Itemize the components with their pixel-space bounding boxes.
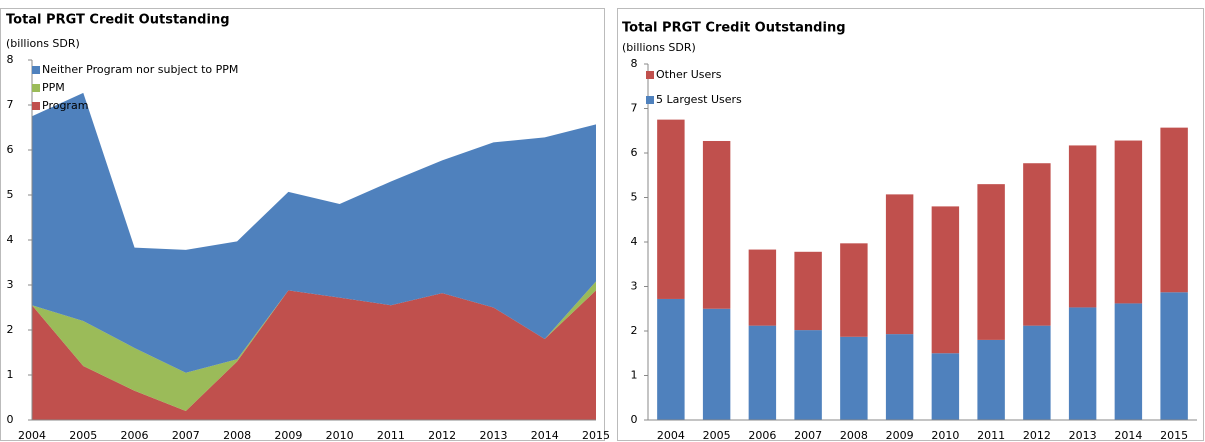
x-tick-label: 2011 bbox=[377, 429, 405, 442]
bar bbox=[1068, 307, 1097, 420]
x-tick-label: 2005 bbox=[703, 429, 731, 442]
bar bbox=[885, 194, 914, 335]
legend-swatch bbox=[646, 71, 654, 79]
bar bbox=[931, 206, 960, 354]
chart-subtitle: (billions SDR) bbox=[622, 41, 696, 54]
legend-swatch bbox=[32, 102, 40, 110]
y-tick-label: 6 bbox=[631, 146, 638, 159]
bar bbox=[702, 140, 731, 309]
bar bbox=[657, 119, 685, 299]
y-tick-label: 5 bbox=[631, 191, 638, 204]
legend-swatch bbox=[646, 96, 654, 104]
bar bbox=[977, 339, 1005, 420]
x-tick-label: 2009 bbox=[274, 429, 302, 442]
y-tick-label: 7 bbox=[7, 98, 14, 111]
legend-label: Neither Program nor subject to PPM bbox=[42, 63, 238, 76]
x-tick-label: 2013 bbox=[1069, 429, 1097, 442]
bar bbox=[840, 243, 868, 337]
y-tick-label: 2 bbox=[7, 323, 14, 336]
x-tick-label: 2007 bbox=[172, 429, 200, 442]
chart-subtitle: (billions SDR) bbox=[6, 37, 80, 50]
area bbox=[32, 281, 596, 411]
area bbox=[32, 290, 596, 420]
y-tick-label: 3 bbox=[7, 278, 14, 291]
y-tick-label: 6 bbox=[7, 143, 14, 156]
bar bbox=[1160, 292, 1188, 420]
y-tick-label: 0 bbox=[7, 413, 14, 426]
x-tick-label: 2005 bbox=[69, 429, 97, 442]
bar bbox=[931, 353, 960, 420]
y-tick-label: 4 bbox=[7, 233, 14, 246]
bar bbox=[977, 184, 1005, 340]
legend-label: 5 Largest Users bbox=[656, 93, 742, 106]
x-tick-label: 2008 bbox=[840, 429, 868, 442]
x-tick-label: 2012 bbox=[1023, 429, 1051, 442]
x-tick-label: 2008 bbox=[223, 429, 251, 442]
legend-label: PPM bbox=[42, 81, 65, 94]
x-tick-label: 2010 bbox=[326, 429, 354, 442]
bar bbox=[840, 336, 868, 420]
y-tick-label: 0 bbox=[631, 413, 638, 426]
x-tick-label: 2006 bbox=[121, 429, 149, 442]
x-tick-label: 2004 bbox=[18, 429, 46, 442]
y-tick-label: 2 bbox=[631, 324, 638, 337]
bar bbox=[657, 298, 685, 420]
x-tick-label: 2012 bbox=[428, 429, 456, 442]
x-tick-label: 2004 bbox=[657, 429, 685, 442]
bar bbox=[885, 334, 914, 420]
panel-frame bbox=[0, 8, 605, 441]
legend-label: Program bbox=[42, 99, 88, 112]
y-tick-label: 1 bbox=[7, 368, 14, 381]
chart-title: Total PRGT Credit Outstanding bbox=[6, 13, 230, 28]
y-tick-label: 3 bbox=[631, 280, 638, 293]
panel-frame bbox=[617, 8, 1204, 441]
x-tick-label: 2010 bbox=[931, 429, 959, 442]
legend-label: Other Users bbox=[656, 68, 722, 81]
bar bbox=[794, 251, 822, 331]
y-tick-label: 4 bbox=[631, 235, 638, 248]
bar bbox=[794, 330, 822, 420]
bar bbox=[1023, 325, 1051, 420]
bar bbox=[1068, 145, 1097, 308]
bar bbox=[702, 308, 731, 420]
bar bbox=[1023, 163, 1051, 326]
x-tick-label: 2011 bbox=[977, 429, 1005, 442]
bar bbox=[748, 325, 777, 420]
chart-title: Total PRGT Credit Outstanding bbox=[622, 21, 846, 36]
y-tick-label: 5 bbox=[7, 188, 14, 201]
bar bbox=[1160, 127, 1188, 293]
x-tick-label: 2014 bbox=[1114, 429, 1142, 442]
x-tick-label: 2014 bbox=[531, 429, 559, 442]
y-tick-label: 7 bbox=[631, 102, 638, 115]
x-tick-label: 2013 bbox=[479, 429, 507, 442]
x-tick-label: 2015 bbox=[1160, 429, 1188, 442]
area bbox=[32, 92, 596, 373]
y-tick-label: 8 bbox=[7, 53, 14, 66]
x-tick-label: 2009 bbox=[886, 429, 914, 442]
bar bbox=[1114, 140, 1143, 304]
y-tick-label: 1 bbox=[631, 369, 638, 382]
x-tick-label: 2015 bbox=[582, 429, 610, 442]
bar bbox=[748, 249, 777, 326]
x-tick-label: 2007 bbox=[794, 429, 822, 442]
bar bbox=[1114, 303, 1143, 420]
legend-swatch bbox=[32, 66, 40, 74]
x-tick-label: 2006 bbox=[748, 429, 776, 442]
legend-swatch bbox=[32, 84, 40, 92]
y-tick-label: 8 bbox=[631, 57, 638, 70]
